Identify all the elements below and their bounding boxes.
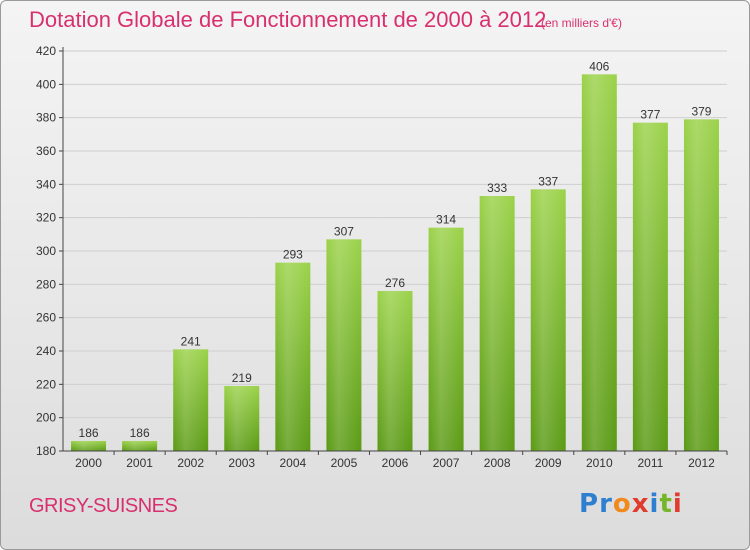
x-tick-label: 2008 <box>484 456 511 470</box>
data-label: 186 <box>130 426 150 440</box>
data-label: 333 <box>487 181 507 195</box>
chart-subtitle: (en milliers d'€) <box>541 16 622 30</box>
bar-shine <box>632 122 668 452</box>
logo-letter: o <box>612 489 632 519</box>
chart-title: Dotation Globale de Fonctionnement de 20… <box>29 7 547 32</box>
y-tick-label: 220 <box>36 377 56 391</box>
x-tick-label: 2006 <box>382 456 409 470</box>
bar-shine <box>428 227 464 451</box>
data-label: 219 <box>232 371 252 385</box>
bar-shine <box>479 196 515 451</box>
logo-letter: i <box>672 489 683 519</box>
proxiti-logo: Proxiti <box>579 489 683 519</box>
bar-shine <box>71 441 107 451</box>
bar-shine <box>377 291 413 451</box>
data-label: 337 <box>538 174 558 188</box>
y-tick-label: 200 <box>36 411 56 425</box>
logo-letter: x <box>631 489 650 519</box>
y-tick-label: 320 <box>36 211 56 225</box>
data-label: 186 <box>79 426 99 440</box>
bar-shine <box>581 74 617 451</box>
y-tick-label: 240 <box>36 344 56 358</box>
data-label: 307 <box>334 224 354 238</box>
x-tick-label: 2002 <box>177 456 204 470</box>
data-label: 293 <box>283 248 303 262</box>
data-label: 377 <box>640 108 660 122</box>
logo-letter: t <box>659 489 673 519</box>
y-tick-label: 340 <box>36 177 56 191</box>
x-tick-label: 2009 <box>535 456 562 470</box>
x-tick-label: 2010 <box>586 456 613 470</box>
bar-shine <box>275 262 311 451</box>
bar-shine <box>683 119 719 451</box>
bar-shine <box>326 239 362 451</box>
data-label: 379 <box>691 104 711 118</box>
labels: 180 200 220 240 260 280 300 320 340 360 380 400 420 1… <box>36 44 715 470</box>
x-tick-label: 2001 <box>126 456 153 470</box>
y-tick-label: 420 <box>36 44 56 58</box>
bar-shine <box>173 349 209 451</box>
logo-letter: r <box>599 489 613 519</box>
y-tick-label: 180 <box>36 444 56 458</box>
bar-shine <box>122 441 158 451</box>
x-tick-label: 2004 <box>279 456 306 470</box>
x-tick-label: 2012 <box>688 456 715 470</box>
logo-letter: i <box>649 489 660 519</box>
y-tick-label: 300 <box>36 244 56 258</box>
x-tick-label: 2000 <box>75 456 102 470</box>
x-tick-label: 2003 <box>228 456 255 470</box>
axes <box>59 47 728 455</box>
x-tick-label: 2007 <box>433 456 460 470</box>
y-tick-label: 360 <box>36 144 56 158</box>
bars <box>71 74 719 452</box>
data-label: 276 <box>385 276 405 290</box>
y-tick-label: 380 <box>36 111 56 125</box>
data-label: 241 <box>181 334 201 348</box>
bar-shine <box>224 386 260 451</box>
y-tick-label: 400 <box>36 77 56 91</box>
data-label: 314 <box>436 213 456 227</box>
y-tick-label: 260 <box>36 311 56 325</box>
x-tick-label: 2011 <box>637 456 663 470</box>
bar-shine <box>530 189 566 452</box>
commune-name: GRISY-SUISNES <box>29 495 178 517</box>
logo-letter: P <box>579 489 600 519</box>
data-label: 406 <box>589 59 609 73</box>
x-tick-label: 2005 <box>331 456 358 470</box>
y-tick-label: 280 <box>36 277 56 291</box>
